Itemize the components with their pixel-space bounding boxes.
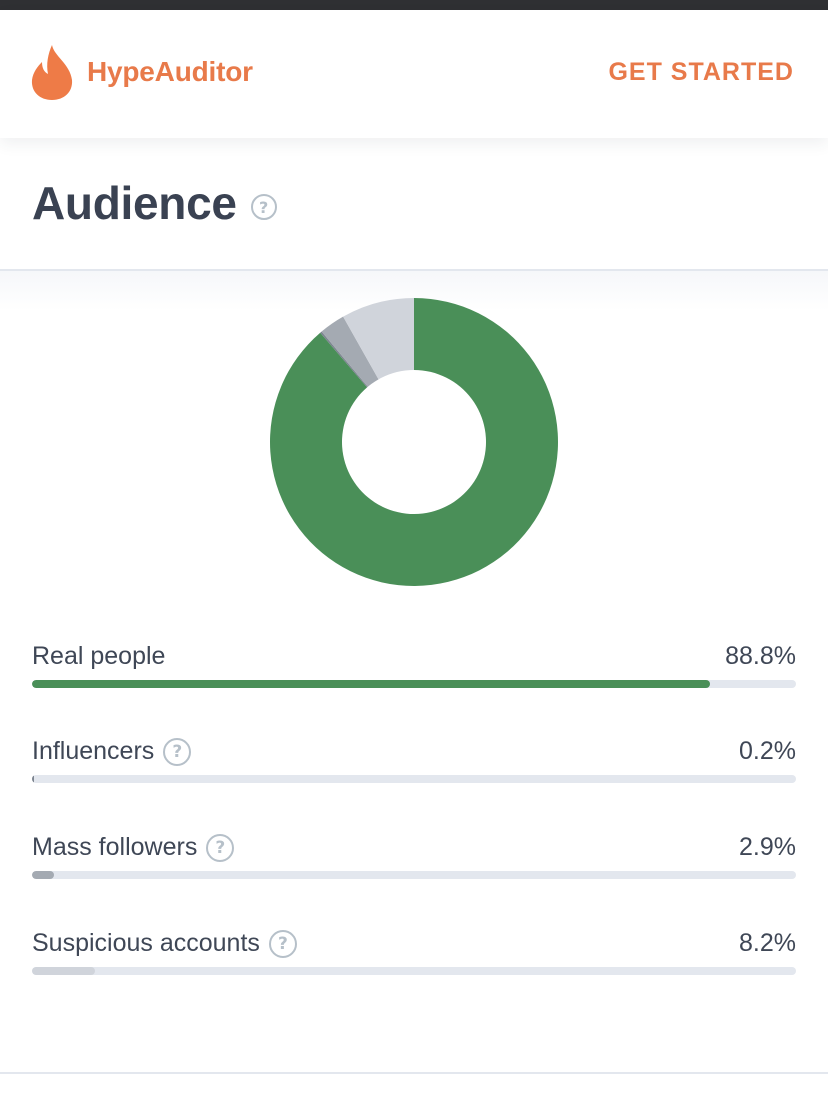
metric-mass-followers: Mass followers ? 2.9% [32,833,796,893]
page-title: Audience [32,177,237,229]
metric-label: Suspicious accounts [32,929,260,957]
donut-slice-real-people [270,298,558,586]
progress-track [32,680,796,688]
metric-label: Influencers [32,737,155,765]
progress-track [32,775,796,783]
donut-slice-influencers [320,331,368,388]
get-started-button[interactable]: GET STARTED [608,58,794,86]
progress-track [32,967,796,975]
metric-value: 0.2% [739,737,796,765]
metric-real-people: Real people 88.8% [32,642,796,702]
metric-label: Real people [32,642,166,670]
site-header: HypeAuditor GET STARTED [0,10,828,138]
progress-fill [32,680,711,688]
brand-name: HypeAuditor [87,56,253,87]
audience-donut-chart [270,298,558,586]
brand-logo[interactable]: HypeAuditor [30,44,253,100]
progress-fill [32,967,95,975]
metric-value: 2.9% [739,833,796,861]
progress-fill [32,775,34,783]
metric-label: Mass followers [32,833,198,861]
device-status-strip [0,0,828,10]
help-icon[interactable]: ? [250,194,277,220]
help-icon[interactable]: ? [163,737,192,766]
help-icon[interactable]: ? [206,833,235,862]
help-icon[interactable]: ? [268,929,297,958]
metric-value: 8.2% [739,929,796,957]
metric-value: 88.8% [725,642,796,670]
donut-slice-suspicious-accounts [343,298,414,380]
progress-track [32,871,796,879]
metric-influencers: Influencers ? 0.2% [32,737,796,797]
section-divider [0,269,828,271]
footer-divider [0,1072,828,1074]
section-title-row: Audience ? [32,176,277,230]
flame-icon [31,45,73,100]
progress-fill [32,871,55,879]
metric-suspicious-accounts: Suspicious accounts ? 8.2% [32,929,796,989]
donut-slice-mass-followers [321,316,379,387]
